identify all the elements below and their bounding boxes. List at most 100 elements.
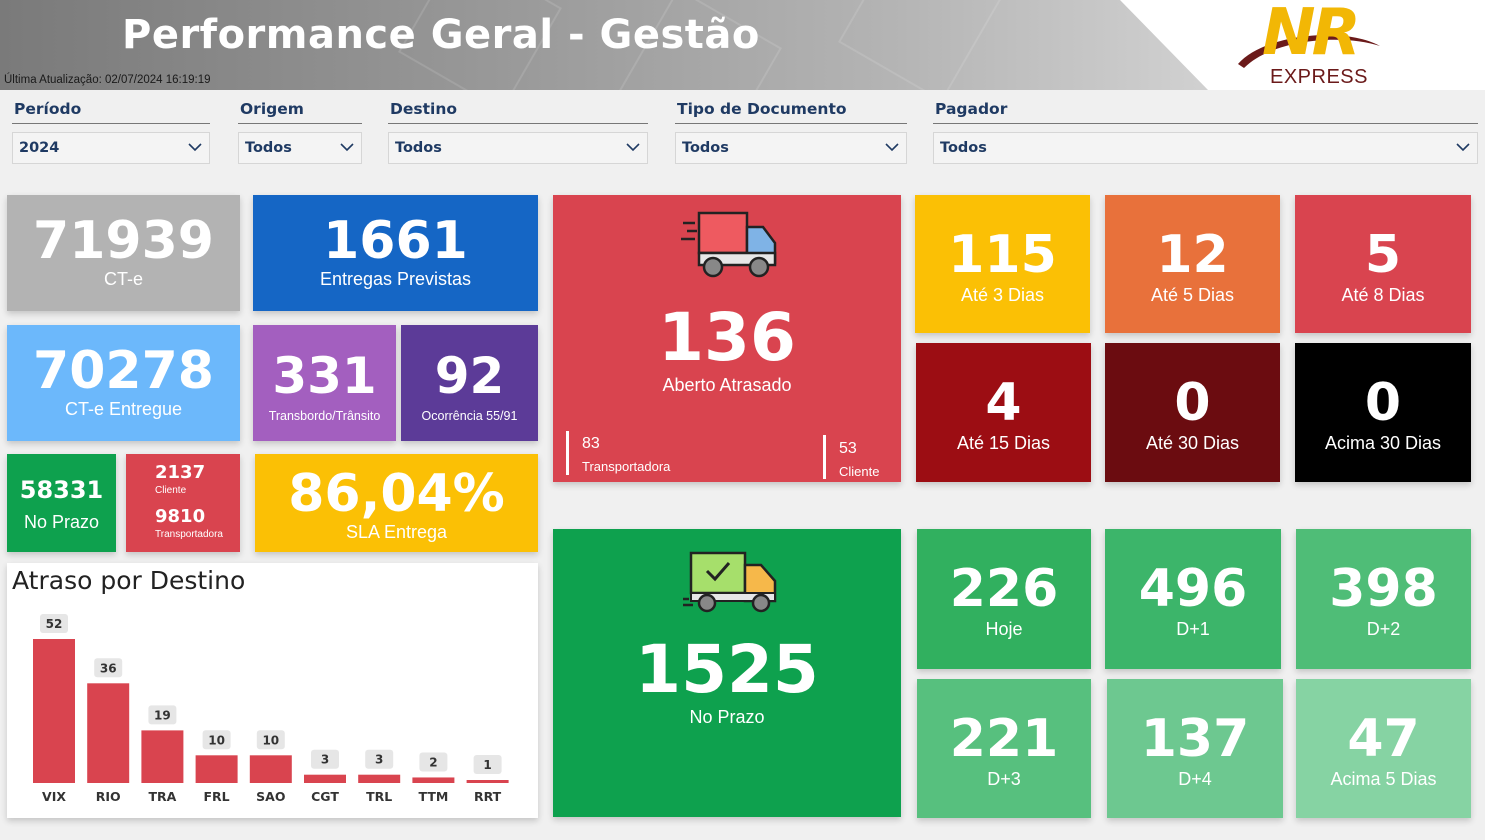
transportadora-atrasado-value: 83 [582, 435, 600, 452]
cte-entregue-value: 70278 [33, 341, 214, 401]
bar-tra[interactable] [141, 730, 184, 783]
bar-cgt[interactable] [304, 774, 346, 783]
tile-label: Até 8 Dias [1341, 285, 1425, 305]
bar-frl[interactable] [195, 755, 238, 783]
cte-entregue-label: CT-e Entregue [64, 399, 183, 419]
tile-label: D+3 [987, 769, 1021, 789]
x-tick-label: TTM [419, 789, 449, 804]
destino-dropdown[interactable]: Todos [388, 132, 648, 164]
x-tick-label: CGT [311, 789, 339, 804]
ocorrencia-tile[interactable]: 92 Ocorrência 55/91 [401, 325, 538, 441]
tile-value: 4 [985, 373, 1022, 433]
atraso-split-tile[interactable]: 2137 Cliente 9810 Transportadora [126, 454, 240, 552]
filter-periodo: Período 2024 [12, 100, 210, 164]
delivery-check-truck-icon [683, 551, 777, 613]
dropdown-value: Todos [682, 140, 729, 156]
tile-label: Acima 30 Dias [1324, 433, 1442, 453]
filter-origem: Origem Todos [238, 100, 362, 164]
cliente-atrasado-label: Cliente [839, 464, 880, 479]
tile-value: 115 [948, 225, 1057, 285]
x-tick-label: FRL [204, 789, 230, 804]
origem-dropdown[interactable]: Todos [238, 132, 362, 164]
data-label-bg [148, 705, 177, 725]
filter-label: Origem [240, 100, 304, 118]
prazo-d3-tile[interactable]: 221 D+3 [917, 679, 1091, 818]
bar-sao[interactable] [249, 755, 292, 783]
x-tick-label: VIX [42, 789, 66, 804]
chevron-down-icon [340, 143, 354, 152]
prazo-d1-tile[interactable]: 496 D+1 [1105, 529, 1281, 669]
tile-value: 226 [949, 559, 1059, 619]
no-prazo-summary-value: 58331 [19, 476, 104, 504]
bar-trl[interactable] [358, 774, 401, 783]
data-label: 3 [375, 753, 383, 767]
delivery-truck-icon [681, 211, 777, 278]
cliente-atraso-value: 2137 [155, 462, 206, 483]
tile-value: 0 [1364, 373, 1402, 433]
no-prazo-summary-tile[interactable]: 58331 No Prazo [7, 454, 116, 552]
x-tick-label: RRT [474, 789, 502, 804]
decorative-hexagon [838, 0, 1002, 90]
tile-value: 137 [1140, 709, 1250, 769]
filter-destino: Destino Todos [388, 100, 648, 164]
cte-value: 71939 [33, 211, 214, 271]
data-label: 1 [483, 758, 491, 772]
transbordo-tile[interactable]: 331 Transbordo/Trânsito [253, 325, 396, 441]
tile-label: Até 30 Dias [1145, 433, 1240, 453]
pagador-dropdown[interactable]: Todos [933, 132, 1478, 164]
prazo-d4-tile[interactable]: 137 D+4 [1107, 679, 1283, 818]
cte-entregue-tile[interactable]: 70278 CT-e Entregue [7, 325, 240, 441]
ocorrencia-value: 92 [434, 347, 505, 405]
tile-value: 47 [1347, 709, 1420, 769]
atraso-ate-15-dias-tile[interactable]: 4 Até 15 Dias [916, 343, 1091, 482]
atraso-ate-8-dias-tile[interactable]: 5 Até 8 Dias [1295, 195, 1471, 333]
divider [823, 435, 826, 479]
aberto-atrasado-value: 136 [658, 299, 796, 376]
aberto-atrasado-tile[interactable]: 136 Aberto Atrasado 83 Transportadora 53… [553, 195, 901, 482]
tile-label: Até 5 Dias [1150, 285, 1235, 305]
periodo-dropdown[interactable]: 2024 [12, 132, 210, 164]
entregas-previstas-tile[interactable]: 1661 Entregas Previstas [253, 195, 538, 311]
prazo-d2-tile[interactable]: 398 D+2 [1296, 529, 1471, 669]
cte-tile[interactable]: 71939 CT-e [7, 195, 240, 311]
bar-vix[interactable] [33, 639, 75, 783]
filter-tipo-documento: Tipo de Documento Todos [675, 100, 907, 164]
divider [933, 123, 1478, 124]
atraso-acima-30-dias-tile[interactable]: 0 Acima 30 Dias [1295, 343, 1471, 482]
data-label: 10 [262, 733, 279, 747]
prazo-acima-5-dias-tile[interactable]: 47 Acima 5 Dias [1296, 679, 1471, 818]
filter-label: Pagador [935, 100, 1008, 118]
atraso-ate-30-dias-tile[interactable]: 0 Até 30 Dias [1105, 343, 1280, 482]
atraso-ate-5-dias-tile[interactable]: 12 Até 5 Dias [1105, 195, 1280, 333]
filter-label: Tipo de Documento [677, 100, 847, 118]
sla-entrega-value: 86,04% [288, 464, 505, 524]
logo-swoosh-icon [1238, 34, 1380, 68]
tile-label: Acima 5 Dias [1330, 769, 1437, 789]
atraso-ate-3-dias-tile[interactable]: 115 Até 3 Dias [915, 195, 1090, 333]
data-label-bg [419, 752, 448, 772]
data-label-bg [94, 658, 123, 678]
prazo-hoje-tile[interactable]: 226 Hoje [917, 529, 1091, 669]
company-logo: NR [1262, 0, 1361, 70]
chevron-down-icon [885, 143, 899, 152]
entregas-previstas-label: Entregas Previstas [319, 269, 472, 289]
divider [238, 123, 362, 124]
transportadora-atraso-value: 9810 [155, 506, 206, 527]
divider [12, 123, 210, 124]
data-label-bg [365, 749, 394, 769]
transbordo-value: 331 [272, 347, 377, 405]
tipo-documento-dropdown[interactable]: Todos [675, 132, 907, 164]
transbordo-label: Transbordo/Trânsito [268, 409, 381, 423]
dropdown-value: 2024 [19, 140, 60, 156]
bar-rrt[interactable] [466, 780, 509, 783]
tile-label: Até 3 Dias [960, 285, 1045, 305]
sla-entrega-tile[interactable]: 86,04% SLA Entrega [255, 454, 538, 552]
x-tick-label: SAO [256, 789, 285, 804]
dropdown-value: Todos [395, 140, 442, 156]
no-prazo-tile[interactable]: 1525 No Prazo [553, 529, 901, 817]
data-label: 3 [321, 753, 329, 767]
tile-label: Até 15 Dias [956, 433, 1051, 453]
transportadora-atrasado-label: Transportadora [582, 459, 671, 474]
bar-ttm[interactable] [412, 777, 455, 783]
bar-rio[interactable] [87, 683, 130, 783]
